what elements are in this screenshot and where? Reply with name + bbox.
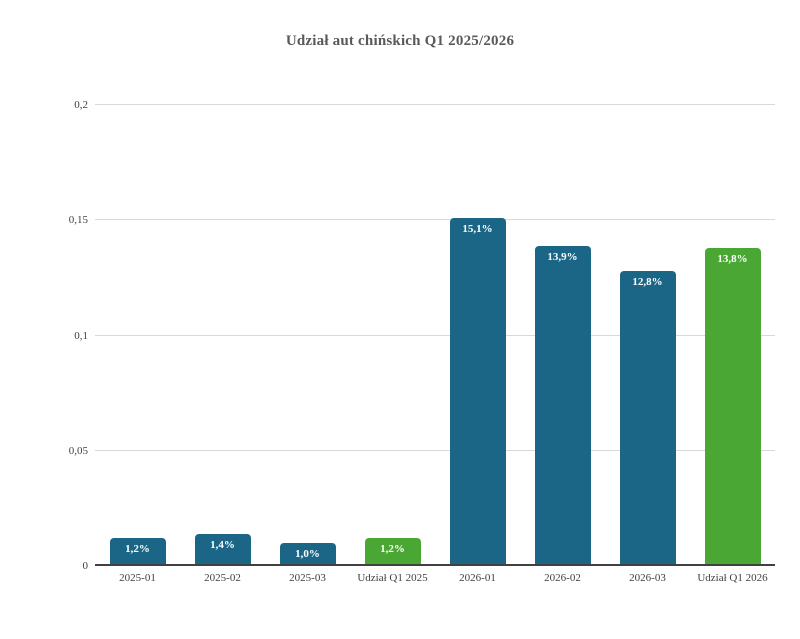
x-tick-label: 2025-02 [204, 572, 241, 584]
gridline [95, 334, 775, 336]
y-tick-label: 0,2 [74, 99, 88, 111]
bar-value-label: 1,2% [125, 543, 150, 556]
y-tick-label: 0 [82, 560, 89, 572]
x-tick-label: 2025-03 [289, 572, 326, 584]
x-tick-label: 2026-02 [544, 572, 581, 584]
y-tick-label: 0,1 [74, 329, 88, 342]
bar-2025-02: 1,4% [194, 533, 251, 566]
gridline [95, 219, 775, 221]
x-tick-label: Udział Q1 2025 [357, 572, 428, 584]
plot-area: 1,2% 1,4% 1,0% 1,2% 15,1% 13,9% 12,8% 13,8% [95, 104, 775, 566]
bar-value-label: 1,4% [210, 538, 235, 551]
bar-value-label: 13,9% [547, 250, 578, 263]
x-tick-label: 2026-01 [459, 572, 496, 584]
bar-value-label: 1,2% [380, 543, 405, 556]
gridline [95, 104, 775, 105]
x-tick-label: 2025-01 [119, 572, 156, 584]
x-tick-label: Udział Q1 2026 [697, 572, 768, 584]
y-tick-label: 0,15 [68, 214, 88, 227]
bar-udział-q1-2026: 13,8% [704, 247, 761, 566]
bar-2026-01: 15,1% [449, 217, 506, 566]
bar-2025-03: 1,0% [279, 542, 336, 566]
bar-2025-01: 1,2% [109, 538, 166, 566]
chart-title: Udział aut chińskich Q1 2025/2026 [285, 33, 515, 49]
bar-2026-03: 12,8% [619, 270, 676, 566]
y-tick-label: 0,05 [68, 444, 88, 457]
bar-value-label: 13,8% [717, 252, 748, 265]
bar-value-label: 12,8% [632, 275, 663, 288]
gridline [95, 449, 775, 451]
x-axis-line [95, 564, 775, 566]
bar-2026-02: 13,9% [534, 245, 591, 566]
bar-udział-q1-2025: 1,2% [364, 538, 421, 566]
x-tick-label: 2026-03 [629, 572, 666, 584]
bar-value-label: 1,0% [295, 547, 320, 560]
bar-value-label: 15,1% [462, 222, 493, 235]
